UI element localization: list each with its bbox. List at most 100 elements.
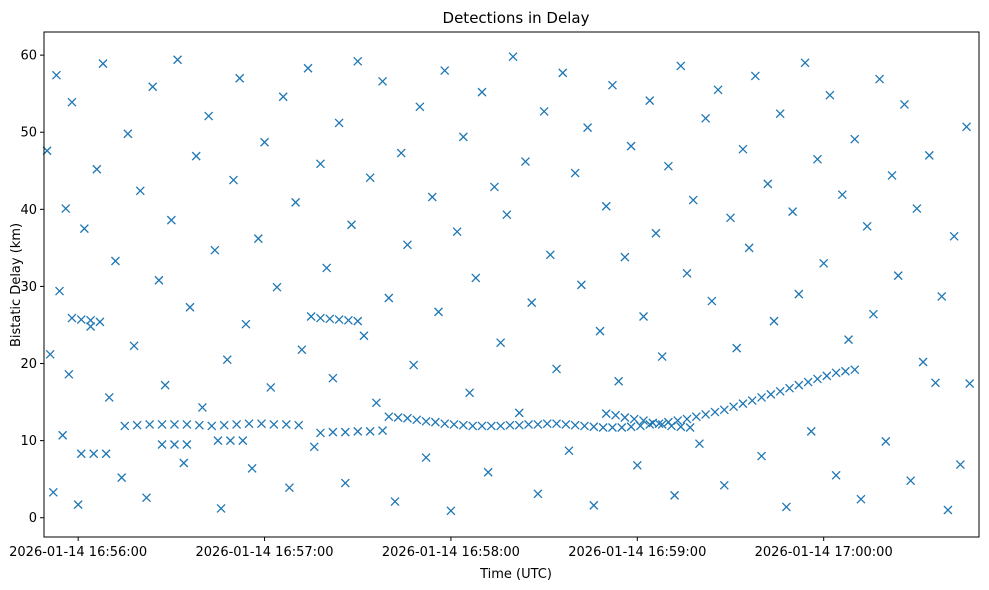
detection-marker	[194, 420, 204, 430]
detection-marker	[483, 467, 493, 477]
detection-marker	[229, 175, 238, 185]
detection-marker	[421, 416, 431, 426]
detection-marker	[446, 506, 456, 516]
detection-marker	[881, 436, 891, 446]
detection-marker	[197, 403, 207, 412]
detection-marker	[813, 154, 822, 164]
detection-marker	[402, 240, 412, 250]
y-tick-label: 10	[20, 434, 37, 449]
x-axis: 2026-01-14 16:56:00 2026-01-14 16:57:00 20…	[9, 537, 893, 560]
detection-marker	[738, 399, 748, 409]
detection-marker	[272, 282, 282, 292]
y-tick-label: 0	[29, 511, 37, 526]
detection-marker	[545, 250, 555, 260]
detection-marker	[402, 413, 412, 423]
detection-marker	[76, 315, 86, 325]
detection-marker	[353, 426, 363, 436]
detection-marker	[580, 421, 589, 431]
detection-marker	[607, 423, 617, 432]
detection-marker	[639, 312, 648, 321]
detection-marker	[719, 480, 729, 490]
detection-marker	[533, 489, 543, 499]
detection-marker	[241, 319, 251, 329]
detection-marker	[247, 463, 257, 473]
detection-marker	[334, 118, 344, 128]
detection-marker	[862, 221, 872, 231]
detection-marker	[213, 436, 223, 446]
x-tick-label: 2026-01-14 16:56:00	[9, 545, 147, 560]
detection-marker	[505, 420, 515, 430]
detection-marker	[813, 374, 822, 384]
detection-marker	[86, 322, 96, 331]
detection-marker	[294, 420, 304, 430]
detection-marker	[260, 137, 270, 147]
detection-marker	[906, 476, 916, 486]
detection-marker	[359, 331, 369, 341]
detection-marker	[101, 449, 111, 459]
detection-marker	[825, 90, 835, 100]
detection-marker	[844, 335, 853, 345]
detection-marker	[465, 388, 475, 398]
detection-marker	[601, 409, 611, 419]
detection-marker	[412, 415, 422, 425]
detection-marker	[371, 398, 381, 408]
detection-marker	[694, 439, 704, 449]
detection-marker	[92, 164, 102, 174]
detection-marker	[191, 151, 201, 161]
detection-marker	[626, 141, 636, 151]
detection-marker	[806, 426, 816, 436]
detection-marker	[384, 293, 394, 303]
detection-marker	[688, 195, 698, 205]
detection-marker	[747, 396, 757, 405]
detection-marker	[325, 314, 335, 324]
plot-markers	[42, 52, 975, 516]
detection-marker	[58, 430, 68, 440]
detection-marker	[120, 421, 130, 431]
detection-marker	[757, 451, 767, 461]
detection-marker	[685, 423, 695, 432]
detection-marker	[589, 500, 599, 510]
plot-frame	[43, 31, 980, 538]
x-tick-label: 2026-01-14 17:00:00	[755, 545, 893, 560]
detection-marker	[309, 442, 319, 452]
detection-marker	[657, 352, 667, 362]
detection-marker	[527, 298, 537, 308]
detection-marker	[452, 227, 462, 237]
detection-marker	[713, 85, 723, 95]
detection-marker	[365, 426, 375, 436]
y-axis: 0 10 20 30 40 50 60	[20, 49, 44, 526]
detection-marker	[409, 360, 419, 370]
detection-marker	[396, 148, 406, 158]
detection-marker	[800, 58, 810, 68]
detection-marker	[222, 355, 232, 365]
detection-marker	[477, 87, 487, 97]
detection-marker	[477, 421, 487, 431]
detection-marker	[682, 414, 692, 424]
detection-marker	[173, 55, 183, 65]
chart-title: Detections in Delay	[443, 9, 590, 27]
detection-marker	[384, 412, 394, 422]
detection-marker	[583, 123, 593, 133]
detection-marker	[166, 215, 176, 225]
detection-marker	[449, 419, 459, 429]
detection-marker	[182, 440, 192, 449]
detection-marker	[458, 132, 468, 142]
detection-marker	[110, 256, 120, 266]
detection-marker	[962, 122, 972, 132]
detection-marker	[514, 408, 524, 418]
detection-marker	[430, 417, 440, 427]
detection-marker	[179, 458, 189, 468]
detection-marker	[343, 315, 353, 325]
detection-marker	[157, 440, 167, 449]
y-tick-label: 20	[20, 357, 37, 372]
detection-marker	[390, 497, 400, 506]
detection-marker	[701, 409, 711, 419]
detection-marker	[561, 419, 571, 429]
detection-marker	[620, 413, 630, 422]
detection-marker	[468, 421, 478, 431]
detection-marker	[64, 369, 74, 379]
detection-marker	[67, 313, 77, 323]
detection-marker	[170, 440, 179, 449]
detection-marker	[440, 66, 450, 76]
